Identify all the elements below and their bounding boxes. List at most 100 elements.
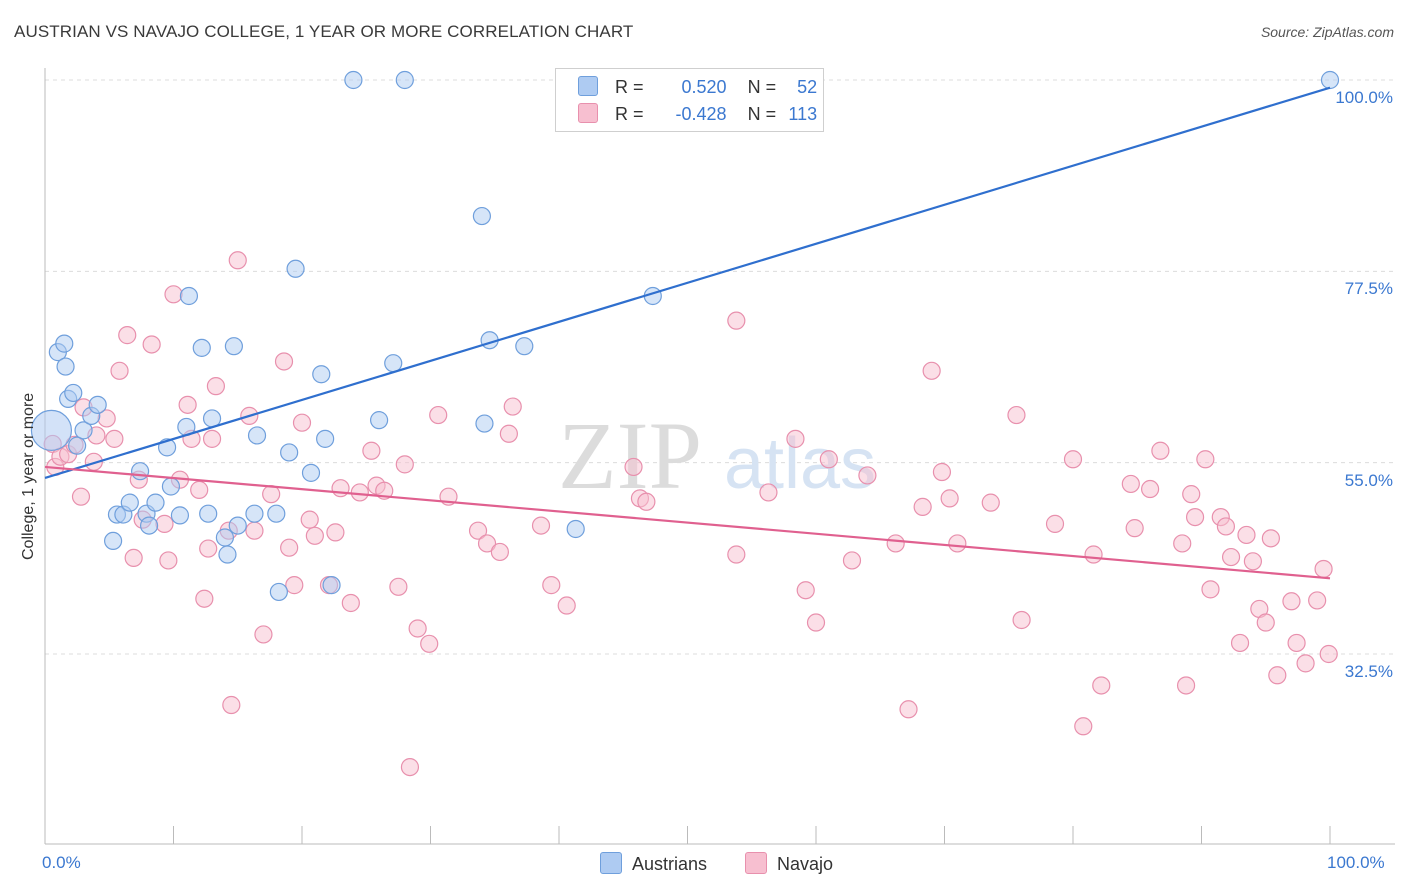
austrian-point	[280, 443, 299, 462]
navajo-point	[557, 596, 576, 615]
x-tick-label-max: 100.0%	[1327, 853, 1385, 872]
navajo-point	[164, 285, 183, 304]
austrian-point	[146, 493, 165, 512]
navajo-point	[400, 757, 420, 777]
navajo-point	[1221, 547, 1241, 567]
austrian-point	[218, 545, 237, 564]
navajo-point	[420, 634, 439, 653]
navajo-point	[178, 395, 197, 414]
navajo-point	[727, 545, 746, 564]
navajo-point	[280, 538, 299, 557]
navajo-point	[922, 361, 941, 380]
navajo-point	[1182, 485, 1201, 504]
navajo-point	[1185, 507, 1205, 527]
grid-lines	[45, 79, 1395, 655]
navajo-point	[362, 441, 381, 460]
navajo-legend-label: Navajo	[777, 854, 834, 874]
navajo-point	[913, 497, 932, 516]
navajo-point	[637, 492, 656, 511]
austrian-point	[370, 411, 389, 430]
navajo-point	[228, 251, 247, 270]
navajo-point	[542, 576, 561, 595]
navajo-point	[1074, 717, 1093, 736]
navajo-point	[206, 377, 226, 396]
legend-n-value: 113	[788, 104, 818, 124]
austrian-point	[170, 506, 190, 525]
navajo-point	[350, 483, 369, 502]
navajo-point	[190, 480, 209, 499]
navajo-point	[105, 429, 124, 448]
navajo-point	[1230, 633, 1250, 653]
navajo-point	[1173, 534, 1192, 553]
navajo-point	[1092, 676, 1111, 695]
navajo-point	[1084, 545, 1103, 564]
navajo-point	[1201, 580, 1220, 599]
y-tick-label: 100.0%	[1335, 88, 1393, 107]
navajo-point	[1308, 591, 1327, 610]
navajo-point	[1045, 514, 1065, 533]
austrians-legend-swatch	[600, 852, 622, 874]
navajo-point	[1012, 610, 1031, 630]
navajo-point	[981, 493, 1000, 512]
navajo-point	[159, 551, 178, 570]
navajo-point	[341, 593, 360, 613]
navajo-point	[292, 413, 312, 432]
navajo-point	[727, 311, 746, 330]
navajo-point	[1007, 405, 1026, 425]
navajo-point	[1268, 666, 1287, 685]
navajo-point	[899, 700, 918, 719]
navajo-point	[796, 581, 815, 600]
navajo-point	[1121, 474, 1140, 494]
austrian-point	[245, 504, 264, 523]
bottom-legend-navajo: Navajo	[745, 852, 833, 875]
navajo-point	[199, 539, 218, 558]
navajo-point	[531, 516, 551, 535]
austrian-point	[515, 337, 534, 356]
austrian-point	[566, 519, 585, 539]
austrian-point	[1320, 70, 1340, 90]
austrian-point	[286, 259, 305, 278]
austrian-point	[30, 409, 73, 451]
austrian-point	[130, 462, 150, 481]
navajo-point	[759, 483, 778, 502]
watermark: ZIP atlas	[558, 402, 876, 509]
navajo-point	[468, 521, 488, 540]
austrian-point	[472, 206, 491, 226]
navajo-point	[1314, 559, 1333, 579]
austrian-point	[120, 493, 139, 512]
navajo-point	[71, 487, 91, 506]
navajo-points	[43, 251, 1338, 777]
y-tick-label: 77.5%	[1344, 279, 1393, 299]
navajo-swatch	[578, 103, 598, 123]
austrian-point	[74, 421, 93, 440]
trend-lines	[44, 86, 1331, 580]
austrians-legend-label: Austrians	[632, 854, 708, 874]
source-label: Source: ZipAtlas.com	[1260, 24, 1394, 40]
navajo-point	[503, 397, 522, 416]
navajo-point	[1261, 529, 1280, 548]
austrian-point	[224, 337, 243, 356]
navajo-point	[932, 462, 952, 482]
legend-r-label: R =	[615, 77, 644, 97]
navajo-point	[1243, 552, 1263, 571]
chart-title: AUSTRIAN VS NAVAJO COLLEGE, 1 YEAR OR MO…	[14, 22, 634, 41]
navajo-point	[1151, 441, 1170, 460]
navajo-point	[1237, 525, 1256, 545]
navajo-point	[1319, 644, 1338, 664]
navajo-point	[222, 695, 241, 715]
navajo-point	[429, 405, 448, 425]
austrian-point	[161, 477, 181, 496]
austrian-point	[68, 436, 87, 455]
austrian-point	[104, 531, 123, 551]
navajo-trend-line	[44, 465, 1331, 580]
y-tick-label: 32.5%	[1344, 662, 1393, 681]
navajo-point	[395, 455, 414, 474]
navajo-point	[819, 450, 838, 469]
navajo-point	[499, 424, 518, 443]
axes	[44, 68, 1395, 845]
navajo-point	[326, 523, 345, 542]
correlation-legend: R = 0.520 N = 52 R = -0.428 N = 113	[555, 68, 824, 132]
austrian-point	[139, 516, 159, 535]
legend-row-austrians: R = 0.520 N = 52	[578, 76, 817, 98]
